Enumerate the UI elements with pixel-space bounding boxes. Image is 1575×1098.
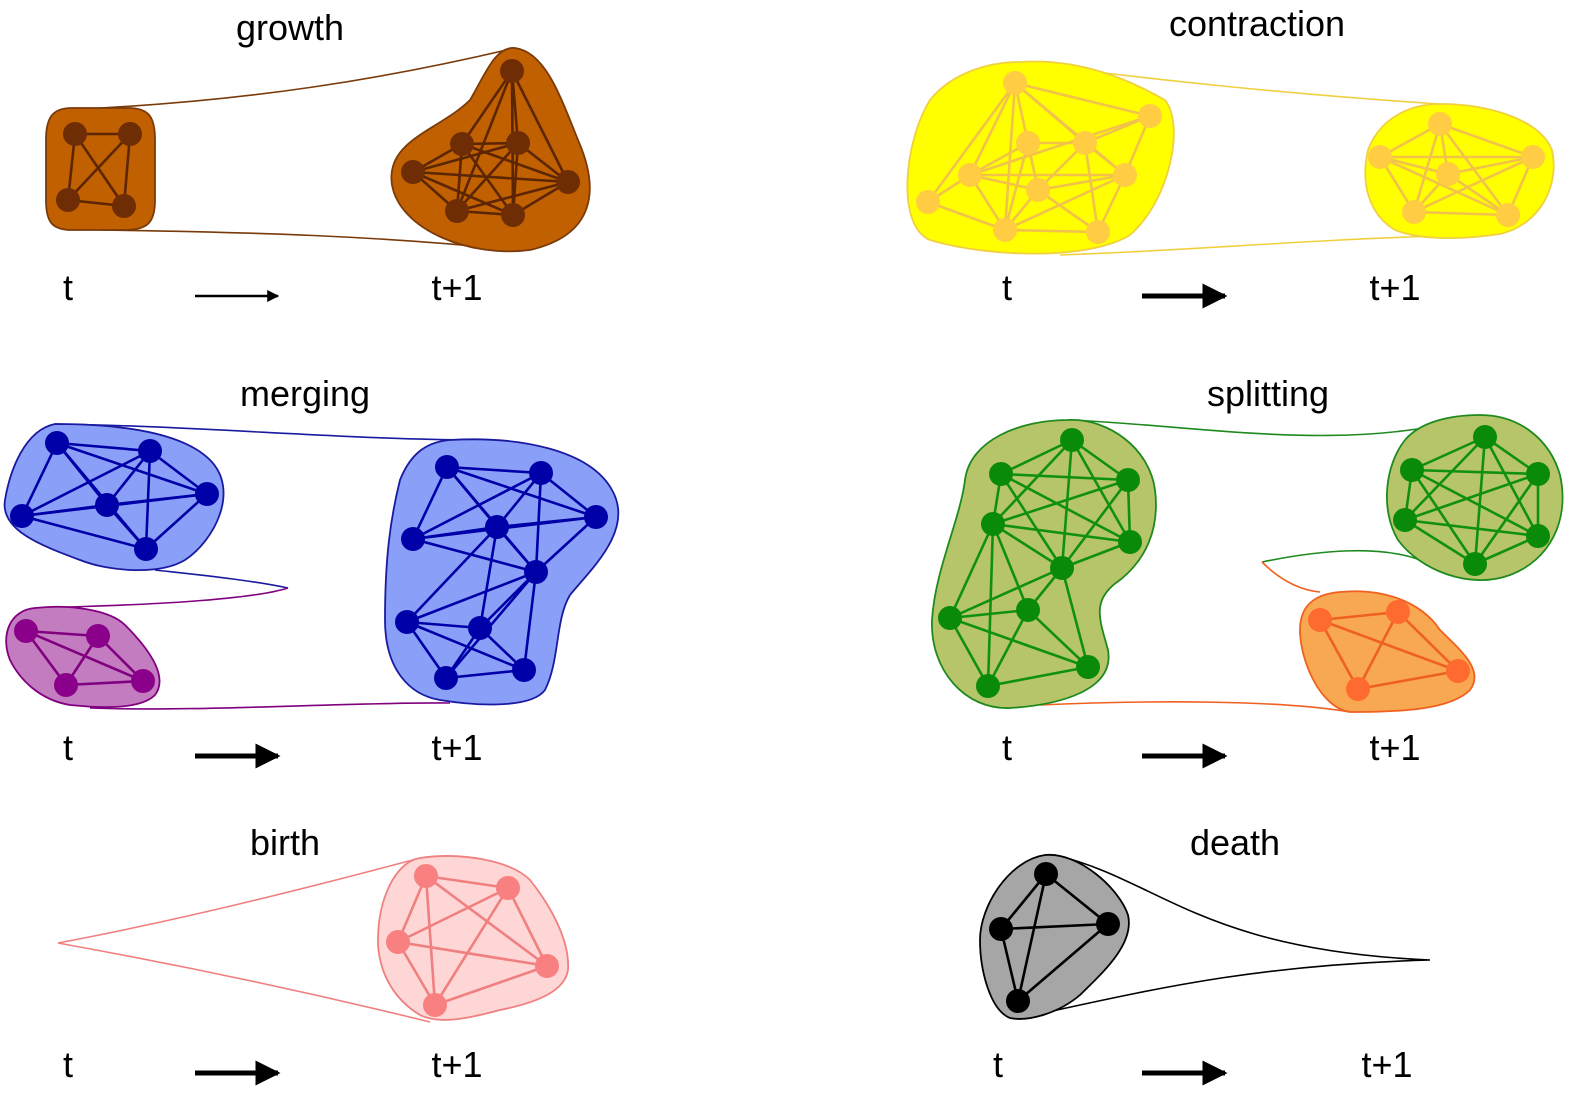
splitting-link-bottom — [1039, 561, 1351, 713]
panel-birth: birth t t+1 — [57, 822, 569, 1086]
birth-t1-label: t+1 — [431, 1044, 482, 1085]
growth-t1-label: t+1 — [431, 267, 482, 308]
death-community-t — [979, 854, 1130, 1020]
contraction-nodes-t1 — [1368, 112, 1545, 227]
splitting-t1-label: t+1 — [1369, 727, 1420, 768]
merging-link-bottom — [34, 587, 451, 710]
birth-link — [57, 857, 431, 1023]
merging-t1-label: t+1 — [431, 727, 482, 768]
panel-splitting: splitting — [931, 373, 1564, 769]
panel-contraction: contraction — [906, 3, 1555, 309]
birth-nodes-t1 — [386, 864, 559, 1017]
panel-title-contraction: contraction — [1169, 3, 1345, 44]
splitting-community-t1-b — [1299, 590, 1476, 713]
splitting-community-t — [931, 419, 1157, 709]
panel-merging: merging — [3, 373, 620, 769]
death-t-label: t — [993, 1044, 1003, 1085]
panel-title-merging: merging — [240, 373, 370, 414]
panel-title-birth: birth — [250, 822, 320, 863]
splitting-edges-t — [948, 438, 1132, 688]
panel-growth: growth — [45, 7, 591, 308]
growth-nodes-t — [56, 122, 142, 218]
birth-community-t1 — [377, 855, 569, 1021]
contraction-nodes-t — [916, 71, 1162, 244]
contraction-t1-label: t+1 — [1369, 267, 1420, 308]
splitting-nodes-t1-a — [1393, 425, 1550, 576]
death-nodes-t — [989, 862, 1120, 1013]
death-edges-t — [999, 872, 1109, 1002]
splitting-community-t1-a — [1386, 414, 1564, 581]
death-link — [1019, 854, 1431, 1019]
merging-nodes-t1 — [395, 455, 608, 690]
merging-nodes-t-b — [14, 619, 155, 697]
growth-t-label: t — [63, 267, 73, 308]
contraction-t-label: t — [1002, 267, 1012, 308]
panel-title-death: death — [1190, 822, 1280, 863]
panel-title-growth: growth — [236, 7, 344, 48]
contraction-community-t — [906, 60, 1175, 255]
birth-t-label: t — [63, 1044, 73, 1085]
splitting-nodes-t1-b — [1308, 600, 1470, 701]
merging-t-label: t — [63, 727, 73, 768]
panel-title-splitting: splitting — [1207, 373, 1329, 414]
growth-nodes-t1 — [401, 59, 580, 227]
merging-nodes-t-a — [10, 431, 219, 561]
splitting-edges-t1-b — [1318, 610, 1459, 691]
death-t1-label: t+1 — [1361, 1044, 1412, 1085]
splitting-nodes-t — [938, 428, 1142, 698]
splitting-t-label: t — [1002, 727, 1012, 768]
merging-community-t1 — [384, 438, 620, 706]
merging-edges-t1 — [405, 465, 597, 680]
panel-death: death t t+1 — [979, 822, 1431, 1086]
merging-link-top — [54, 423, 481, 589]
